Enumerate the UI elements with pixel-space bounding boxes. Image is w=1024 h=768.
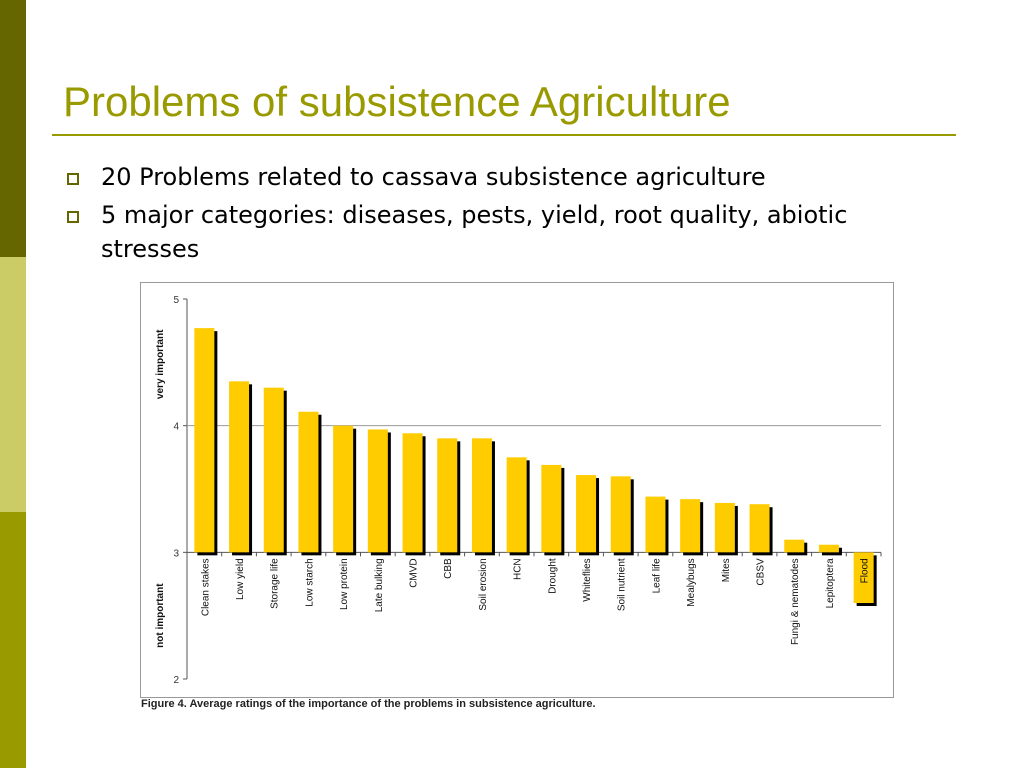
category-label: Mealybugs [686,558,697,606]
bar [402,433,423,553]
category-label: Soil nutrient [617,558,628,611]
category-label: Whiteflies [582,558,593,601]
title-divider [52,134,956,136]
y-tick-label: 3 [173,548,179,559]
category-label: Fungi & nematodes [790,558,801,645]
bar [818,544,839,553]
category-label: Lepitoptera [825,558,836,608]
category-label: Late bulking [374,558,385,612]
bar [680,499,701,553]
category-label: HCN [513,558,524,580]
bar [853,552,874,603]
category-label: CBSV [756,558,767,586]
side-band-bottom [0,512,26,768]
bar [576,475,597,553]
hollow-square-bullet-icon [67,173,79,185]
bar [333,425,354,553]
bullet-item: 20 Problems related to cassava subsisten… [63,160,943,194]
category-label: Drought [547,558,558,594]
slide-title: Problems of subsistence Agriculture [63,78,731,125]
y-tick-label: 5 [173,295,179,306]
bar [437,438,458,553]
side-band-top [0,0,26,257]
bar [541,464,562,553]
side-band-middle [0,257,26,512]
category-label: Storage life [270,558,281,609]
bar-chart: 2 3 4 5 very important not important Clean sta… [155,295,882,686]
bullet-text: 5 major categories: diseases, pests, yie… [101,201,848,263]
category-label: CBB [443,558,454,579]
bar [645,496,666,553]
y-tick-label: 4 [173,422,179,433]
figure-caption: Figure 4. Average ratings of the importa… [141,698,596,710]
chart-frame: 2 3 4 5 very important not important Clean sta… [140,282,894,698]
bullet-item: 5 major categories: diseases, pests, yie… [63,198,943,266]
bar [610,476,631,553]
bar [194,328,215,553]
category-label: Clean stakes [200,558,211,616]
bar [367,429,388,553]
bar [506,457,527,553]
category-label: CMVD [409,558,420,587]
category-label: Low starch [304,558,315,606]
bar [784,539,805,553]
y-tick-label: 2 [173,675,179,686]
category-label: Flood [860,558,871,583]
y-axis-label-bottom: not important [155,583,166,648]
bar [263,387,284,553]
category-label: Leaf life [651,558,662,593]
category-label: Soil erosion [478,558,489,610]
category-label: Low protein [339,558,350,610]
bar [714,502,735,553]
hollow-square-bullet-icon [67,211,79,223]
bar [229,381,250,553]
bar [749,504,770,553]
bar [298,411,319,553]
bar [471,438,492,553]
category-label: Low yield [235,558,246,600]
bullet-text: 20 Problems related to cassava subsisten… [101,163,766,191]
bullet-list: 20 Problems related to cassava subsisten… [63,160,943,270]
category-label: Mites [721,558,732,582]
y-axis-label-top: very important [155,329,166,399]
